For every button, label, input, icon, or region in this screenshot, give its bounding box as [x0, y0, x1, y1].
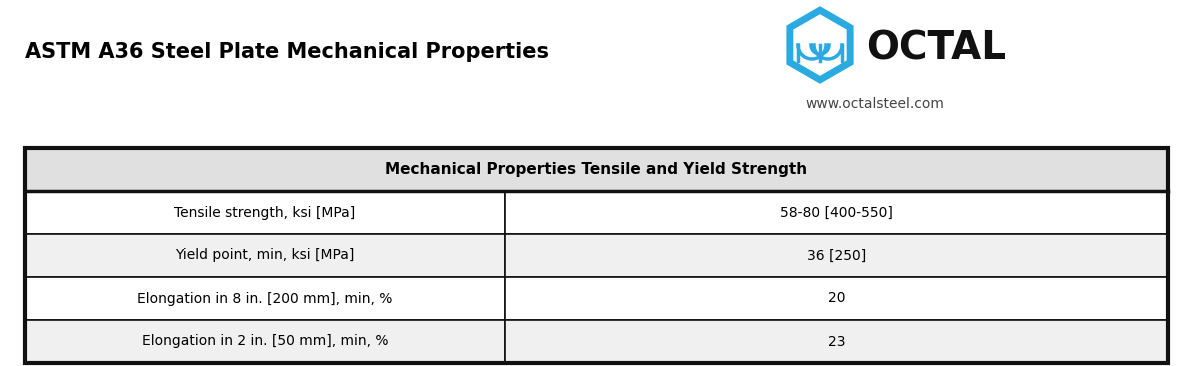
Text: ASTM A36 Steel Plate Mechanical Properties: ASTM A36 Steel Plate Mechanical Properti… — [25, 42, 549, 62]
Bar — [25, 234, 505, 277]
Bar — [505, 277, 1168, 320]
Text: www.octalsteel.com: www.octalsteel.com — [805, 97, 945, 111]
Text: Tensile strength, ksi [MPa]: Tensile strength, ksi [MPa] — [174, 205, 356, 220]
Text: 36 [250]: 36 [250] — [806, 249, 866, 262]
Text: 20: 20 — [828, 291, 846, 306]
Bar — [25, 277, 505, 320]
Text: 23: 23 — [828, 335, 846, 348]
Bar — [505, 191, 1168, 234]
Bar — [505, 234, 1168, 277]
Bar — [505, 320, 1168, 363]
Bar — [25, 148, 1168, 191]
Text: Elongation in 8 in. [200 mm], min, %: Elongation in 8 in. [200 mm], min, % — [137, 291, 392, 306]
Text: OCTAL: OCTAL — [866, 30, 1006, 68]
Text: Yield point, min, ksi [MPa]: Yield point, min, ksi [MPa] — [175, 249, 354, 262]
Bar — [25, 148, 1168, 363]
Bar — [25, 320, 505, 363]
Polygon shape — [795, 15, 846, 75]
Text: Elongation in 2 in. [50 mm], min, %: Elongation in 2 in. [50 mm], min, % — [142, 335, 388, 348]
Text: 58-80 [400-550]: 58-80 [400-550] — [780, 205, 894, 220]
Polygon shape — [787, 7, 853, 83]
Bar — [25, 191, 505, 234]
Text: Mechanical Properties Tensile and Yield Strength: Mechanical Properties Tensile and Yield … — [385, 162, 808, 177]
